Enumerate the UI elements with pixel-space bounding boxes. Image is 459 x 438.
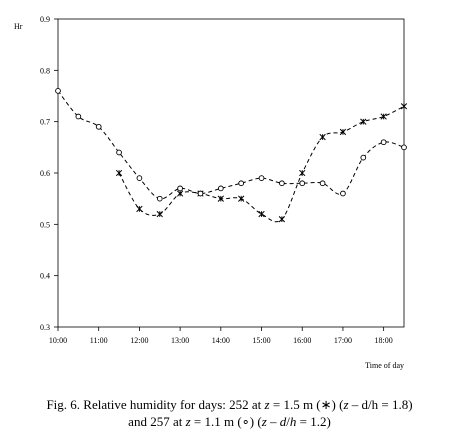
plot-frame <box>57 18 405 328</box>
circle-point <box>360 154 367 161</box>
caption-text: z <box>343 397 349 412</box>
circle-point <box>340 190 346 197</box>
circle-point <box>238 180 245 187</box>
asterisk-point <box>136 205 143 213</box>
humidity-chart: 0.3 0.4 0.5 0.6 0.7 0.8 0.9 10:00 11:00 12:00 13:… <box>14 15 408 370</box>
asterisk-point <box>217 195 224 202</box>
circle-point <box>319 180 326 187</box>
circle-point <box>177 185 183 192</box>
x-tick-label: 17:00 <box>334 336 352 345</box>
circle-point <box>197 190 204 197</box>
plot-area <box>57 18 405 328</box>
caption-text: h <box>289 414 297 429</box>
caption-text: – <box>266 414 280 429</box>
x-tick-label: 10:00 <box>49 336 67 345</box>
circle-point <box>55 88 61 94</box>
caption-text: / <box>286 414 290 429</box>
caption-text: z <box>185 414 191 429</box>
y-tick-label: 0.9 <box>40 15 50 24</box>
y-tick-label: 0.6 <box>40 169 50 178</box>
series-asterisk-line <box>118 105 405 223</box>
circle-point <box>279 180 285 187</box>
caption-text: d <box>279 414 287 429</box>
asterisk-point <box>258 210 265 218</box>
x-tick-label: 13:00 <box>171 336 189 345</box>
asterisk-point <box>156 210 163 218</box>
circle-point <box>380 139 387 146</box>
circle-point <box>75 113 82 120</box>
asterisk-point <box>238 195 245 202</box>
circle-point <box>299 180 306 187</box>
x-tick-label: 16:00 <box>293 336 311 345</box>
circle-point <box>217 185 224 192</box>
circle-point <box>95 123 102 130</box>
caption-text: and 257 at <box>128 414 186 429</box>
x-tick-label: 12:00 <box>130 336 148 345</box>
x-tick-label: 15:00 <box>252 336 270 345</box>
x-tick-label: 11:00 <box>90 336 108 345</box>
x-axis-title: Time of day <box>365 361 404 370</box>
caption-text: = 1.2) <box>296 414 331 429</box>
caption-text: = 1.1 m (∘) ( <box>190 414 262 429</box>
figure-caption-line-2: and 257 at z = 1.1 m (∘) (z – d/h = 1.2) <box>0 413 459 430</box>
asterisk-point <box>319 133 326 141</box>
y-tick-label: 0.4 <box>40 272 50 281</box>
circle-point <box>156 195 163 202</box>
asterisk-point <box>299 169 306 177</box>
figure-caption-line-1: Fig. 6. Relative humidity for days: 252 … <box>0 396 459 413</box>
asterisk-point <box>176 190 184 197</box>
y-axis: 0.3 0.4 0.5 0.6 0.7 0.8 0.9 <box>40 15 58 332</box>
series-layer <box>55 88 408 223</box>
asterisk-point <box>400 103 408 110</box>
caption-text: = 1.5 m (∗) ( <box>269 397 344 412</box>
y-tick-label: 0.5 <box>40 220 50 229</box>
circle-point <box>401 144 407 151</box>
caption-text: – d/h = 1.8) <box>348 397 413 412</box>
circle-point <box>116 149 122 156</box>
asterisk-point <box>278 216 286 223</box>
caption-text: z <box>264 397 270 412</box>
x-tick-label: 18:00 <box>375 336 393 345</box>
caption-text: z <box>261 414 267 429</box>
x-tick-label: 14:00 <box>212 336 230 345</box>
y-tick-label: 0.7 <box>40 118 50 127</box>
caption-text: Fig. 6. Relative humidity for days: 252 … <box>46 397 265 412</box>
y-tick-label: 0.3 <box>40 323 50 332</box>
y-tick-label: 0.8 <box>40 66 50 75</box>
circle-point <box>136 175 143 181</box>
circle-point <box>258 175 265 181</box>
asterisk-point <box>339 128 347 136</box>
y-axis-title: Hr <box>14 22 23 31</box>
x-axis: 10:00 11:00 12:00 13:00 14:00 15:00 16:00 17:00… <box>49 327 393 345</box>
asterisk-point <box>360 118 367 125</box>
asterisk-point <box>115 169 123 177</box>
asterisk-point <box>380 113 387 120</box>
